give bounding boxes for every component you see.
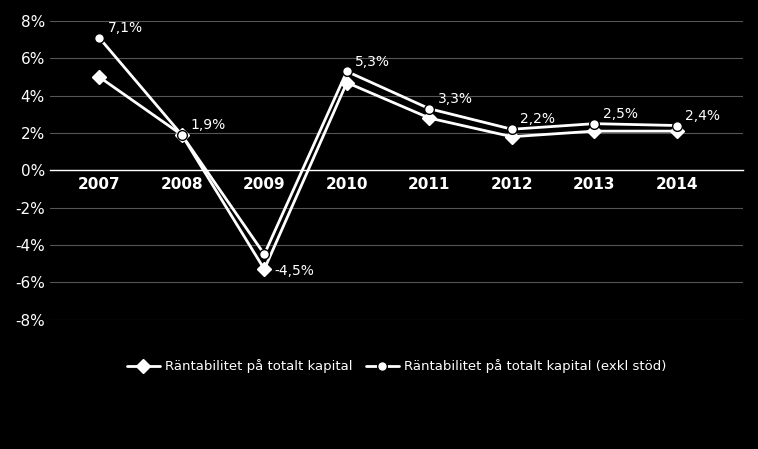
Text: 3,3%: 3,3% xyxy=(437,92,473,106)
Räntabilitet på totalt kapital (exkl stöd) xyxy=(95,35,104,40)
Line: Räntabilitet på totalt kapital (exkl stöd): Räntabilitet på totalt kapital (exkl stö… xyxy=(95,33,682,259)
Räntabilitet på totalt kapital (exkl stöd) xyxy=(343,69,352,74)
Räntabilitet på totalt kapital xyxy=(507,134,516,140)
Räntabilitet på totalt kapital xyxy=(672,128,681,134)
Räntabilitet på totalt kapital xyxy=(424,115,434,121)
Text: 1,9%: 1,9% xyxy=(190,118,225,132)
Text: -4,5%: -4,5% xyxy=(274,264,314,277)
Text: 7,1%: 7,1% xyxy=(108,21,143,35)
Räntabilitet på totalt kapital (exkl stöd) xyxy=(424,106,434,111)
Legend: Räntabilitet på totalt kapital, Räntabilitet på totalt kapital (exkl stöd): Räntabilitet på totalt kapital, Räntabil… xyxy=(121,354,672,379)
Räntabilitet på totalt kapital xyxy=(95,74,104,79)
Räntabilitet på totalt kapital xyxy=(177,132,186,137)
Räntabilitet på totalt kapital xyxy=(343,80,352,85)
Text: 2,2%: 2,2% xyxy=(520,112,555,127)
Räntabilitet på totalt kapital (exkl stöd) xyxy=(260,251,269,257)
Text: 2,4%: 2,4% xyxy=(685,109,720,123)
Line: Räntabilitet på totalt kapital: Räntabilitet på totalt kapital xyxy=(95,72,682,274)
Text: 2,5%: 2,5% xyxy=(603,107,637,121)
Räntabilitet på totalt kapital (exkl stöd) xyxy=(507,127,516,132)
Räntabilitet på totalt kapital (exkl stöd) xyxy=(177,132,186,137)
Räntabilitet på totalt kapital (exkl stöd) xyxy=(672,123,681,128)
Räntabilitet på totalt kapital xyxy=(590,128,599,134)
Räntabilitet på totalt kapital (exkl stöd) xyxy=(590,121,599,126)
Räntabilitet på totalt kapital xyxy=(260,267,269,272)
Text: 5,3%: 5,3% xyxy=(355,55,390,69)
